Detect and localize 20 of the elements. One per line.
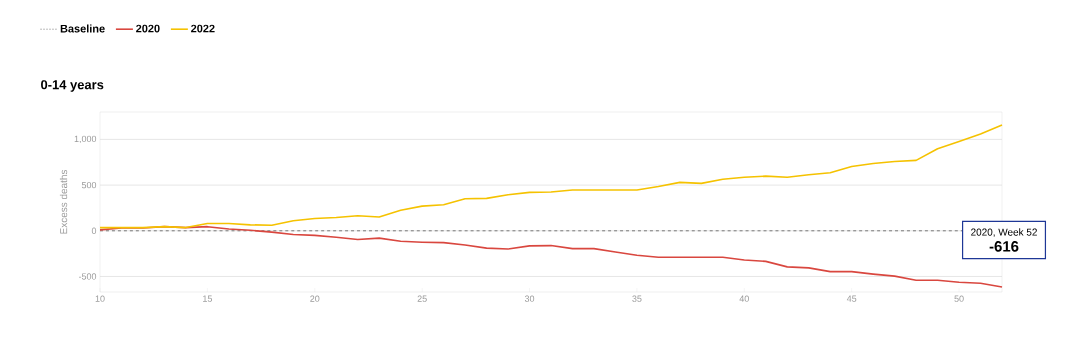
- x-tick-label: 30: [524, 295, 535, 302]
- legend-label: 2022: [191, 24, 215, 33]
- y-tick-label: 500: [81, 181, 97, 189]
- y-tick-label: -500: [78, 273, 97, 280]
- y-tick-label: 1,000: [74, 135, 97, 144]
- x-tick-label: 50: [954, 295, 964, 302]
- chart-title: 0-14 years: [41, 80, 104, 92]
- x-tick-label: 35: [632, 295, 642, 302]
- legend-label: 2020: [136, 24, 160, 33]
- x-tick-label: 25: [417, 295, 427, 302]
- x-tick-label: 45: [846, 295, 857, 302]
- x-tick-label: 20: [310, 295, 320, 302]
- x-tick-label: 15: [203, 295, 212, 302]
- x-tick-label: 40: [739, 295, 749, 302]
- legend-label: Baseline: [60, 24, 105, 33]
- y-tick-label: 0: [91, 227, 97, 234]
- annotation: 2020, Week 52: [971, 228, 1037, 237]
- y-axis-title: Excess deaths: [59, 169, 68, 234]
- x-tick-label: 10: [95, 295, 105, 302]
- annotation: -616: [989, 241, 1019, 252]
